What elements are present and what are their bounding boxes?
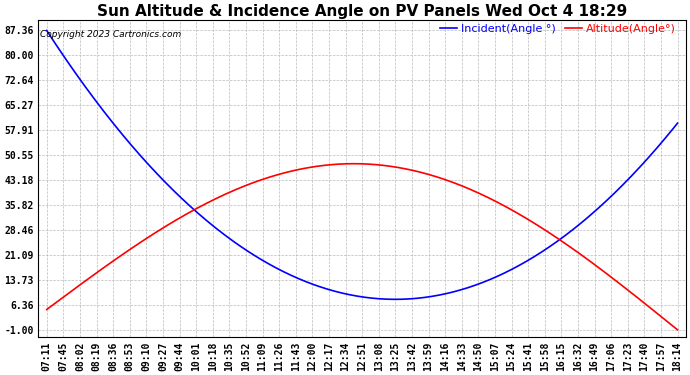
Title: Sun Altitude & Incidence Angle on PV Panels Wed Oct 4 18:29: Sun Altitude & Incidence Angle on PV Pan… <box>97 4 627 19</box>
Text: Copyright 2023 Cartronics.com: Copyright 2023 Cartronics.com <box>40 30 181 39</box>
Legend: Incident(Angle °), Altitude(Angle°): Incident(Angle °), Altitude(Angle°) <box>435 20 680 39</box>
